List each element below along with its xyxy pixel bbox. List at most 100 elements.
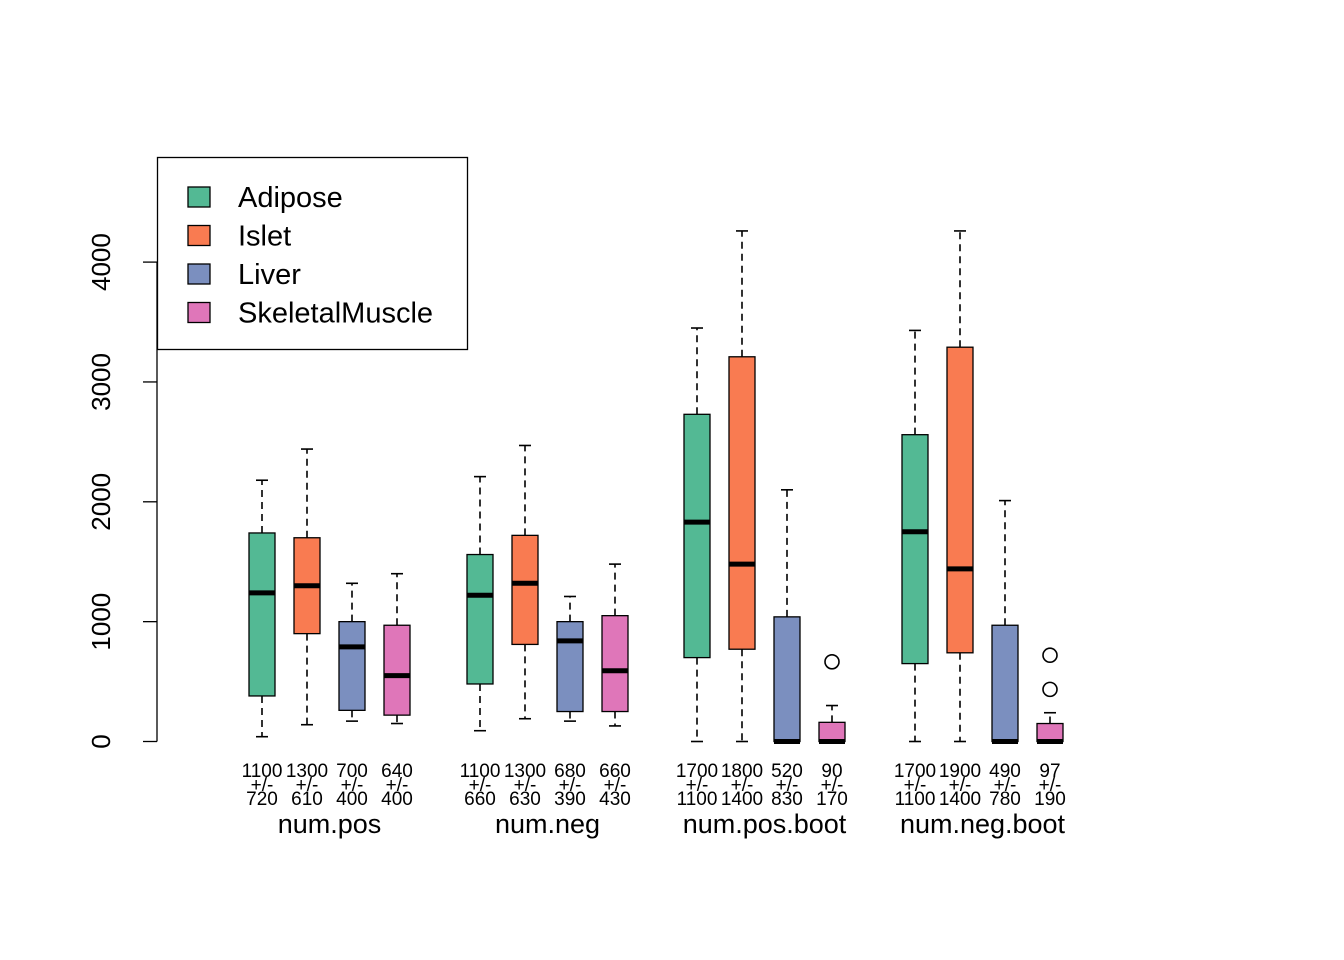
box-annotation-text: +/- <box>514 775 537 796</box>
box-annotation-text: 1100 <box>677 789 718 810</box>
box-annotation-text: 1100 <box>895 789 936 810</box>
box-annotation-text: 1300 <box>286 761 328 782</box>
box-annotation-text: +/- <box>341 775 364 796</box>
box-annotation-text: 1100 <box>460 761 501 782</box>
box-annotation-text: +/- <box>731 775 754 796</box>
box-annotation-text: +/- <box>604 775 627 796</box>
box-num.neg.boot-Islet <box>946 230 974 743</box>
box-body <box>511 534 539 646</box>
legend-label-skeletalmuscle: SkeletalMuscle <box>238 298 433 330</box>
box-annotation-text: 630 <box>509 789 541 810</box>
legend-swatch-islet <box>187 224 211 247</box>
y-tick-label: 3000 <box>86 353 116 411</box>
box-num.neg.boot-Liver <box>991 499 1019 744</box>
box-num.pos-Adipose <box>248 479 276 738</box>
y-tick-label: 0 <box>86 734 116 748</box>
box-annotation-text: 1700 <box>894 761 936 782</box>
box-annotation-text: 1700 <box>676 761 718 782</box>
box-annotation-text: 490 <box>989 761 1021 782</box>
box-num.neg-Adipose <box>466 475 494 732</box>
box-annotation-text: 1300 <box>504 761 546 782</box>
box-num.pos.boot-Islet <box>728 230 756 743</box>
box-num.neg-Liver <box>556 595 584 722</box>
group-label: num.pos <box>278 809 382 839</box>
box-annotation-text: 430 <box>599 789 631 810</box>
box-num.neg.boot-SkeletalMuscle <box>1036 647 1064 744</box>
legend-label-islet: Islet <box>238 221 291 253</box>
plot-area <box>248 230 1064 744</box>
box-annotation-text: +/- <box>821 775 844 796</box>
box-annotation-text: +/- <box>386 775 409 796</box>
y-tick-label: 2000 <box>86 473 116 531</box>
box-annotation-text: 610 <box>291 789 323 810</box>
y-tick-label: 1000 <box>86 593 116 651</box>
box-num.pos.boot-Adipose <box>683 327 711 743</box>
box-annotation-text: +/- <box>686 775 709 796</box>
outlier-point <box>1042 681 1058 698</box>
box-num.pos-Liver <box>338 582 366 722</box>
y-axis: 0 1000 2000 3000 4000 <box>86 233 158 749</box>
box-annotation-text: 680 <box>554 761 586 782</box>
group-label: num.neg <box>495 809 600 839</box>
box-num.pos-SkeletalMuscle <box>383 572 411 725</box>
legend-label-liver: Liver <box>238 259 301 291</box>
box-annotation-text: 1100 <box>242 761 283 782</box>
box-num.neg-SkeletalMuscle <box>601 563 629 727</box>
group-label: num.pos.boot <box>683 809 847 839</box>
box-annotations: 1100+/-7201300+/-610700+/-400640+/-40011… <box>242 761 1066 810</box>
box-annotation-text: 780 <box>989 789 1021 810</box>
group-labels: num.pos num.neg num.pos.boot num.neg.boot <box>278 809 1066 839</box>
box-annotation-text: 1900 <box>939 761 981 782</box>
box-annotation-text: +/- <box>1039 775 1062 796</box>
box-annotation-text: +/- <box>904 775 927 796</box>
box-annotation-text: 390 <box>554 789 586 810</box>
box-annotation-text: 700 <box>336 761 368 782</box>
box-annotation-text: 190 <box>1034 789 1066 810</box>
box-annotation-text: 720 <box>246 789 278 810</box>
box-annotation-text: 660 <box>599 761 631 782</box>
y-tick-label: 4000 <box>86 233 116 291</box>
box-body <box>901 434 929 665</box>
outlier-point <box>824 653 840 670</box>
legend-swatch-skeletalmuscle <box>187 301 211 324</box>
box-annotation-text: 170 <box>816 789 848 810</box>
box-body <box>1036 722 1064 743</box>
box-body <box>466 553 494 685</box>
box-annotation-text: +/- <box>251 775 274 796</box>
box-body <box>601 615 629 713</box>
box-annotation-text: 400 <box>381 789 413 810</box>
box-annotation-text: 1800 <box>721 761 763 782</box>
box-num.neg-Islet <box>511 444 539 720</box>
box-annotation-text: +/- <box>949 775 972 796</box>
box-body <box>383 624 411 716</box>
box-num.pos.boot-SkeletalMuscle <box>818 653 846 744</box>
box-num.pos.boot-Liver <box>773 489 801 744</box>
box-body <box>773 616 801 743</box>
box-body <box>248 532 276 697</box>
legend: Adipose Islet Liver SkeletalMuscle <box>156 156 469 351</box>
box-annotation-text: 640 <box>381 761 413 782</box>
box-annotation-text: 90 <box>821 761 842 782</box>
box-annotation-text: +/- <box>296 775 319 796</box>
box-annotation-text: +/- <box>469 775 492 796</box>
box-annotation-text: 97 <box>1039 761 1060 782</box>
group-label: num.neg.boot <box>900 809 1066 839</box>
box-annotation-text: 1400 <box>721 789 763 810</box>
box-annotation-text: 1400 <box>939 789 981 810</box>
box-annotation-text: 400 <box>336 789 368 810</box>
box-body <box>683 413 711 659</box>
box-num.neg.boot-Adipose <box>901 329 929 743</box>
box-annotation-text: +/- <box>559 775 582 796</box>
box-num.pos-Islet <box>293 448 321 726</box>
legend-swatch-adipose <box>187 186 211 208</box>
box-body <box>946 346 974 654</box>
legend-label-adipose: Adipose <box>238 182 343 214</box>
box-body <box>556 621 584 713</box>
box-annotation-text: 830 <box>771 789 803 810</box>
box-annotation-text: 660 <box>464 789 496 810</box>
box-body <box>991 624 1019 743</box>
box-annotation-text: +/- <box>776 775 799 796</box>
box-annotation-text: +/- <box>994 775 1017 796</box>
legend-swatch-liver <box>187 263 211 285</box>
